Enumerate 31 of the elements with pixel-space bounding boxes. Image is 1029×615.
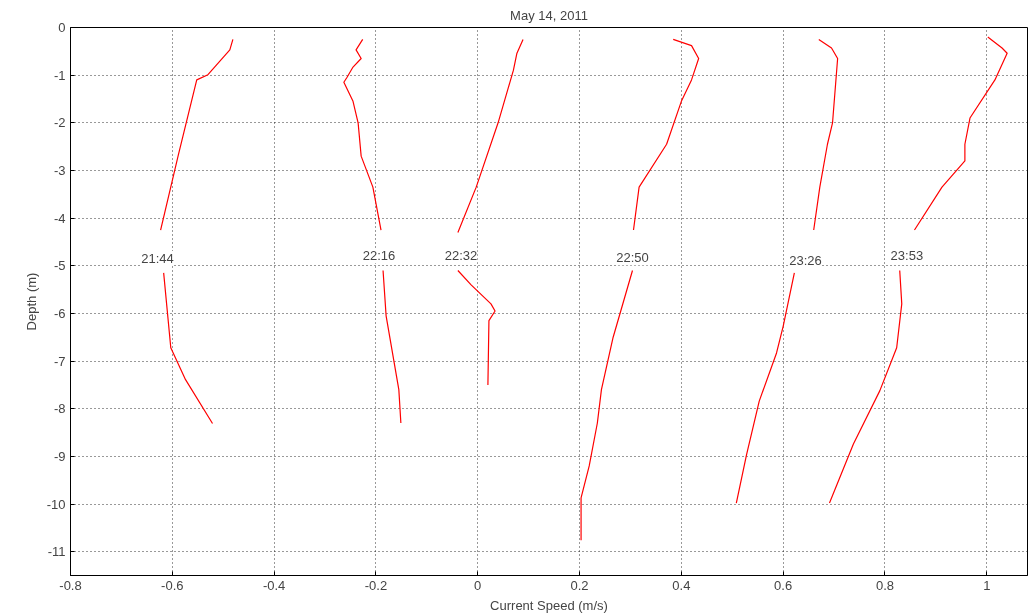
annotation: 22:50 bbox=[616, 250, 649, 266]
annotation: 22:16 bbox=[362, 248, 396, 264]
x-axis-title: Current Speed (m/s) bbox=[490, 597, 608, 613]
y-tick-label: -2 bbox=[53, 115, 66, 131]
y-tick-label: -6 bbox=[53, 305, 66, 321]
annotation: 23:53 bbox=[890, 248, 924, 264]
y-tick-label: -10 bbox=[46, 496, 66, 512]
chart-title: May 14, 2011 bbox=[510, 7, 588, 23]
x-tick-label: 0.6 bbox=[774, 577, 793, 593]
x-tick-label: -0.2 bbox=[364, 577, 388, 593]
y-tick-label: 0 bbox=[58, 20, 66, 35]
x-tick-label: 0.8 bbox=[875, 577, 895, 593]
x-tick-label: 0.4 bbox=[672, 577, 691, 593]
x-tick-label: -0.8 bbox=[59, 577, 82, 593]
annotation: 21:44 bbox=[141, 251, 174, 267]
y-tick-label: -11 bbox=[47, 544, 66, 560]
y-tick-label: -5 bbox=[53, 258, 66, 274]
y-tick-label: -9 bbox=[53, 448, 66, 464]
y-tick-label: -7 bbox=[53, 353, 66, 369]
y-tick-label: -1 bbox=[53, 67, 66, 83]
x-tick-label: 1 bbox=[983, 577, 991, 593]
annotation: 23:26 bbox=[789, 252, 822, 268]
annotation: 22:32 bbox=[444, 248, 478, 264]
x-tick-label: 0 bbox=[474, 577, 482, 593]
y-tick-label: -8 bbox=[53, 401, 66, 417]
x-tick-label: -0.4 bbox=[262, 577, 286, 593]
x-tick-label: -0.6 bbox=[161, 577, 184, 593]
y-axis-title: Depth (m) bbox=[23, 272, 39, 331]
x-tick-label: 0.2 bbox=[570, 577, 589, 593]
y-tick-label: -3 bbox=[53, 162, 66, 178]
y-tick-label: -4 bbox=[53, 210, 66, 226]
